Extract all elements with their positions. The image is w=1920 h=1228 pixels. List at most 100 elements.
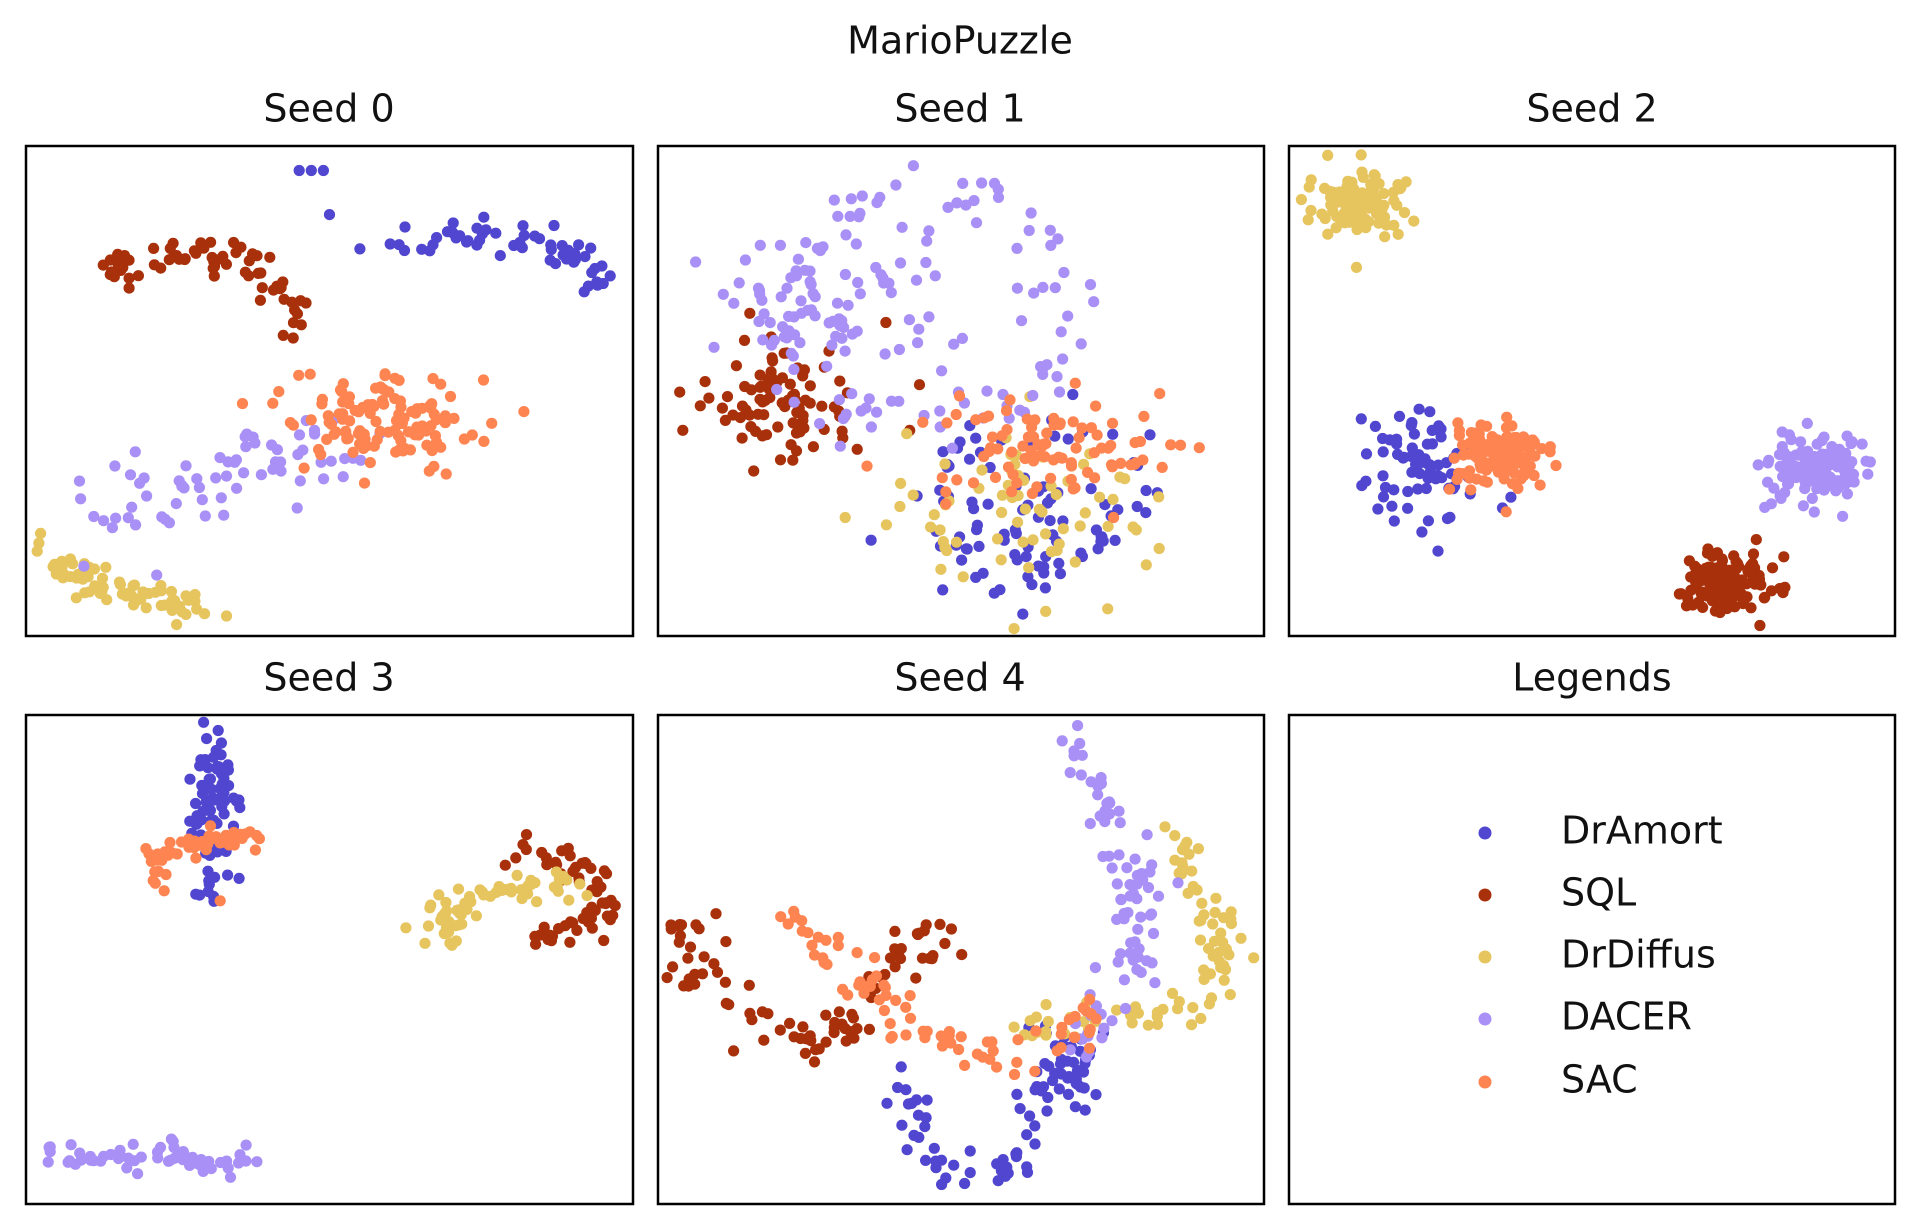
point-sql [745,384,758,396]
point-sql [766,372,778,384]
point-sac [1174,439,1187,451]
point-drdiffus [928,509,940,521]
point-dramort [1014,1103,1026,1115]
point-dacer [1095,772,1107,784]
point-drdiffus [1210,892,1222,904]
point-sql [1750,534,1762,546]
point-dacer [78,560,90,572]
point-sac [904,990,916,1002]
point-sac [325,418,337,430]
point-sac [249,844,261,856]
point-sac [1091,429,1103,441]
point-sql [198,242,210,254]
point-sql [794,426,806,438]
point-sql [945,923,958,935]
point-drdiffus [950,536,963,548]
point-dacer [1064,1044,1076,1056]
point-sac [864,980,876,993]
point-sac [1068,1031,1080,1043]
point-sac [1193,442,1205,454]
point-dacer [893,395,905,407]
point-drdiffus [1302,214,1314,226]
point-sql [752,408,764,420]
point-dramort [1432,470,1444,482]
point-sql [784,1017,796,1029]
point-dramort [323,209,336,221]
point-dramort [982,498,994,510]
legend-title: Legends [1512,656,1671,700]
point-dramort [568,256,580,268]
point-drdiffus [70,592,82,604]
point-sac [1508,467,1520,479]
point-dramort [585,242,597,254]
point-sql [1691,566,1703,578]
point-sac [1030,1025,1042,1037]
point-sac [1492,458,1504,470]
point-dramort [518,229,530,241]
point-sac [370,382,382,394]
point-sac [869,952,881,964]
point-sac [981,1036,994,1048]
point-sql [673,936,685,948]
point-sac [378,398,390,410]
point-drdiffus [1153,491,1165,503]
point-dramort [971,524,983,536]
point-dacer [913,323,925,335]
point-dacer [799,264,811,276]
point-sql [119,250,131,262]
point-sql [784,378,796,390]
panel-title-seed-4: Seed 4 [894,656,1025,700]
point-sql [863,1023,876,1035]
point-dacer [239,431,251,443]
points-seed-2 [1295,149,1876,632]
point-dacer [267,463,279,475]
point-sac [435,378,447,390]
point-dacer [757,334,769,346]
point-dacer [1111,878,1123,890]
point-dramort [1107,428,1119,440]
point-sql [828,1022,840,1034]
point-drdiffus [1045,546,1057,558]
point-sac [1004,394,1016,406]
point-sql [1705,591,1717,603]
point-dramort [591,279,604,291]
points-seed-0 [31,164,616,631]
point-sac [987,1045,999,1057]
point-drdiffus [937,536,949,548]
legend-marker-sql [1478,888,1492,902]
point-dramort [935,1154,948,1166]
point-sql [804,380,816,392]
point-dramort [1408,428,1420,440]
point-dramort [1377,446,1389,458]
point-sql [1758,592,1770,604]
point-sql [720,936,732,948]
point-drdiffus [894,500,906,513]
point-drdiffus [505,886,517,898]
point-dacer [122,512,134,524]
point-drdiffus [531,896,543,908]
point-dacer [294,475,306,487]
point-dacer [240,441,252,453]
point-dacer [247,431,259,443]
point-dacer [1074,737,1086,750]
point-dacer [814,244,826,256]
point-dramort [1444,511,1456,523]
point-sql [148,259,160,271]
point-sql [774,1024,786,1036]
point-dacer [981,385,993,397]
point-sql [719,976,732,988]
point-dacer [106,522,118,534]
point-dacer [1114,817,1126,829]
point-sac [1038,438,1050,450]
legend-label-sac: SAC [1561,1058,1638,1102]
point-sql [690,919,702,931]
point-sac [861,460,873,472]
point-dacer [1037,281,1049,293]
point-sql [851,443,863,455]
point-dacer [1808,506,1820,518]
point-sac [486,417,498,429]
point-drdiffus [1351,223,1363,236]
point-sac [458,433,470,445]
point-dramort [1435,423,1447,435]
